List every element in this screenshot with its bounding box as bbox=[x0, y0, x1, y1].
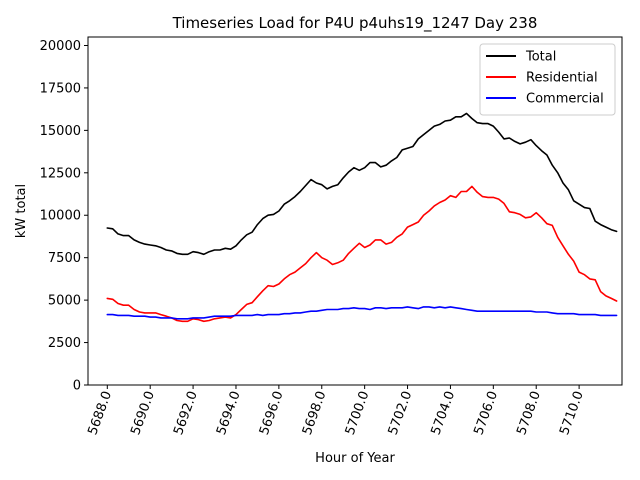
y-tick-label: 15000 bbox=[40, 124, 81, 139]
plot-frame bbox=[87, 36, 623, 386]
series-line-commercial bbox=[106, 306, 618, 320]
legend: Total Residential Commercial bbox=[479, 43, 616, 116]
y-axis: 0 2500 5000 7500 10000 12500 15000 17500 20000 bbox=[40, 39, 88, 394]
y-tick-label: 2500 bbox=[48, 336, 81, 351]
chart-title: Timeseries Load for P4U p4uhs19_1247 Day… bbox=[172, 14, 538, 33]
legend-label: Residential bbox=[526, 71, 598, 86]
y-tick-label: 17500 bbox=[40, 81, 81, 96]
series-line-residential bbox=[106, 185, 618, 323]
y-tick-label: 20000 bbox=[40, 39, 81, 54]
series-line-total bbox=[106, 112, 618, 256]
legend-item-commercial: Commercial bbox=[486, 92, 604, 107]
legend-label: Total bbox=[525, 50, 556, 65]
legend-item-residential: Residential bbox=[486, 71, 598, 86]
legend-item-total: Total bbox=[486, 50, 556, 65]
y-tick-label: 7500 bbox=[48, 251, 81, 266]
y-tick-label: 10000 bbox=[40, 209, 81, 224]
y-tick-label: 5000 bbox=[48, 294, 81, 309]
y-tick-label: 0 bbox=[73, 379, 81, 394]
x-axis-label: Hour of Year bbox=[315, 451, 395, 466]
series-layer bbox=[106, 112, 618, 323]
y-tick-label: 12500 bbox=[40, 166, 81, 181]
y-axis-label: kW total bbox=[14, 184, 29, 238]
legend-label: Commercial bbox=[526, 92, 604, 107]
